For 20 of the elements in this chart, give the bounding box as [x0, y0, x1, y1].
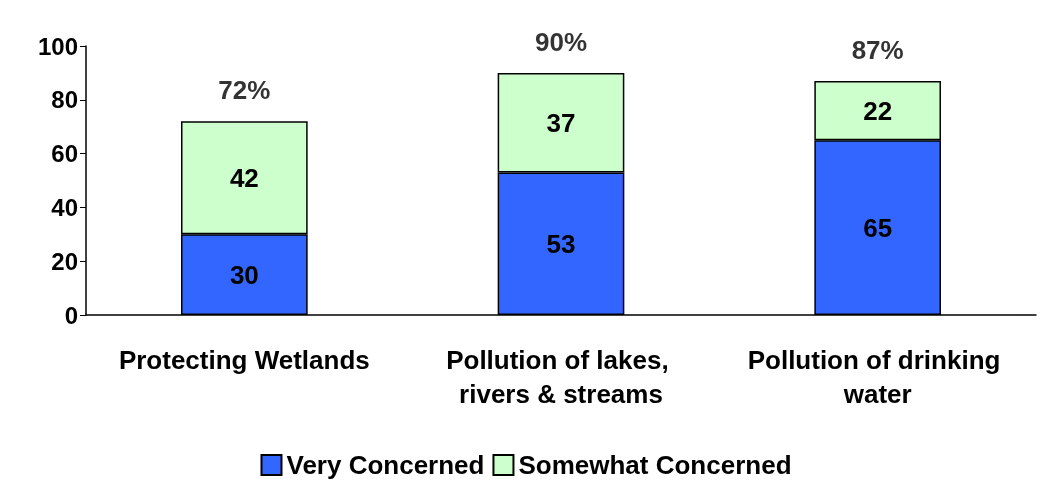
total-label: 90%: [534, 26, 588, 57]
x-tick-label: Pollution of lakes, rivers & streams: [446, 345, 676, 409]
y-tick-label: 0: [64, 301, 78, 329]
data-label: 30: [229, 259, 259, 290]
data-label: 37: [546, 107, 576, 138]
y-tick-label: 40: [51, 193, 78, 221]
data-label: 22: [863, 95, 893, 126]
legend-label: Somewhat Concerned: [518, 450, 792, 480]
data-label: 42: [229, 162, 259, 193]
x-tick-label: Protecting Wetlands: [118, 345, 370, 375]
y-tick-label: 20: [51, 247, 78, 275]
y-tick-label: 60: [51, 140, 78, 168]
data-label: 53: [546, 228, 576, 259]
y-tick-label: 100: [37, 32, 78, 60]
data-label: 65: [863, 212, 893, 243]
legend-label: Very Concerned: [286, 450, 485, 480]
total-label: 72%: [218, 75, 271, 106]
total-label: 87%: [851, 34, 904, 65]
x-tick-label: Pollution of drinking water: [747, 345, 1008, 409]
y-tick-label: 80: [51, 86, 78, 114]
